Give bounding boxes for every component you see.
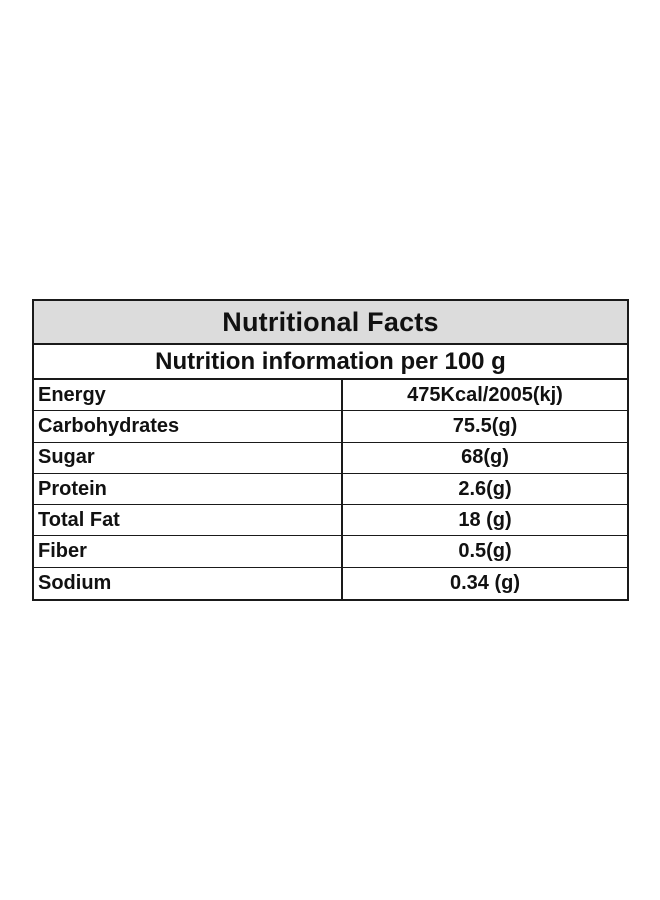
table-row-protein: Protein 2.6(g)	[34, 473, 627, 506]
table-row-total-fat: Total Fat 18 (g)	[34, 505, 627, 537]
table-row-energy: Energy 475Kcal/2005(kj)	[34, 380, 627, 412]
nutrient-label: Protein	[34, 473, 343, 505]
nutrient-value: 2.6(g)	[458, 477, 512, 500]
nutrient-value: 0.5(g)	[458, 540, 512, 563]
table-title: Nutritional Facts	[34, 301, 627, 345]
nutrient-value: 0.34 (g)	[449, 571, 521, 594]
nutrient-label: Fiber	[34, 536, 343, 567]
nutrient-value: 18 (g)	[458, 508, 512, 531]
nutrient-label: Total Fat	[34, 505, 343, 536]
nutrient-label: Sugar	[34, 442, 343, 473]
table-row-sugar: Sugar 68(g)	[34, 442, 627, 474]
table-row-fiber: Fiber 0.5(g)	[34, 536, 627, 568]
table-row-carbohydrates: Carbohydrates 75.5(g)	[34, 411, 627, 443]
nutrient-value: 68(g)	[461, 446, 509, 469]
nutrient-label: Carbohydrates	[34, 411, 343, 442]
nutrient-rows: Energy 475Kcal/2005(kj) Carbohydrates 75…	[34, 380, 627, 600]
table-row-sodium: Sodium 0.34 (g)	[34, 567, 627, 600]
nutrition-facts-table: Nutritional Facts Nutrition information …	[32, 299, 629, 602]
table-subtitle: Nutrition information per 100 g	[34, 345, 627, 380]
nutrient-value: 75.5(g)	[452, 414, 518, 437]
nutrient-label: Energy	[34, 380, 343, 411]
nutrient-value: 475Kcal/2005(kj)	[407, 383, 563, 406]
nutrient-label: Sodium	[34, 567, 343, 600]
